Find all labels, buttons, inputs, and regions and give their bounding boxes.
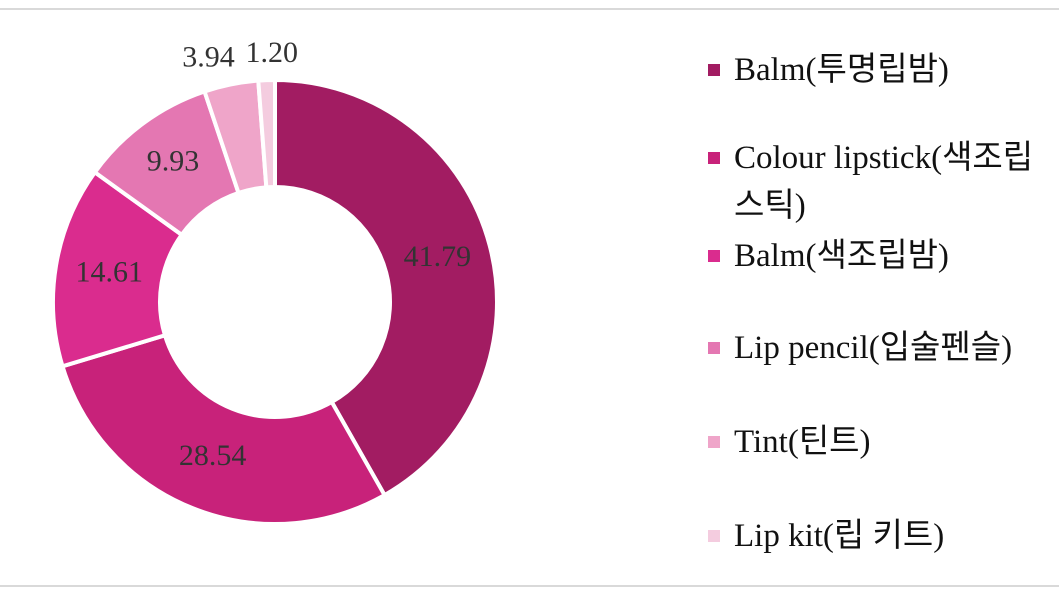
data-label: 9.93 bbox=[147, 144, 200, 177]
legend-label: Balm(색조립밤) bbox=[734, 238, 949, 274]
donut-slice bbox=[256, 77, 277, 190]
donut-chart: 41.79 28.54 14.61 9.93 3.94 1.20 bbox=[51, 36, 499, 526]
legend-label: Balm(투명립밤) bbox=[734, 52, 949, 88]
data-label: 14.61 bbox=[76, 255, 144, 288]
top-divider bbox=[0, 8, 1059, 10]
data-label: 3.94 bbox=[182, 41, 235, 74]
data-labels: 41.79 28.54 14.61 9.93 3.94 1.20 bbox=[76, 36, 472, 472]
legend-swatch bbox=[708, 342, 720, 354]
bottom-divider bbox=[0, 585, 1059, 587]
data-label: 41.79 bbox=[404, 240, 472, 273]
donut-slice bbox=[273, 77, 499, 498]
legend-label: Colour lipstick(색조립스틱) bbox=[734, 140, 1034, 224]
legend-swatch bbox=[708, 152, 720, 164]
legend-swatch bbox=[708, 436, 720, 448]
legend-label: Lip pencil(입술펜슬) bbox=[734, 330, 1013, 366]
donut-slice bbox=[51, 169, 185, 369]
legend-label: Lip kit(립 키트) bbox=[734, 518, 945, 554]
legend-swatch bbox=[708, 64, 720, 76]
data-label: 28.54 bbox=[179, 439, 247, 472]
legend-label: Tint(틴트) bbox=[734, 424, 871, 460]
legend-swatch bbox=[708, 530, 720, 542]
donut-slices bbox=[51, 77, 499, 526]
data-label: 1.20 bbox=[246, 36, 299, 69]
legend-swatch bbox=[708, 250, 720, 262]
donut-slice bbox=[60, 332, 388, 526]
